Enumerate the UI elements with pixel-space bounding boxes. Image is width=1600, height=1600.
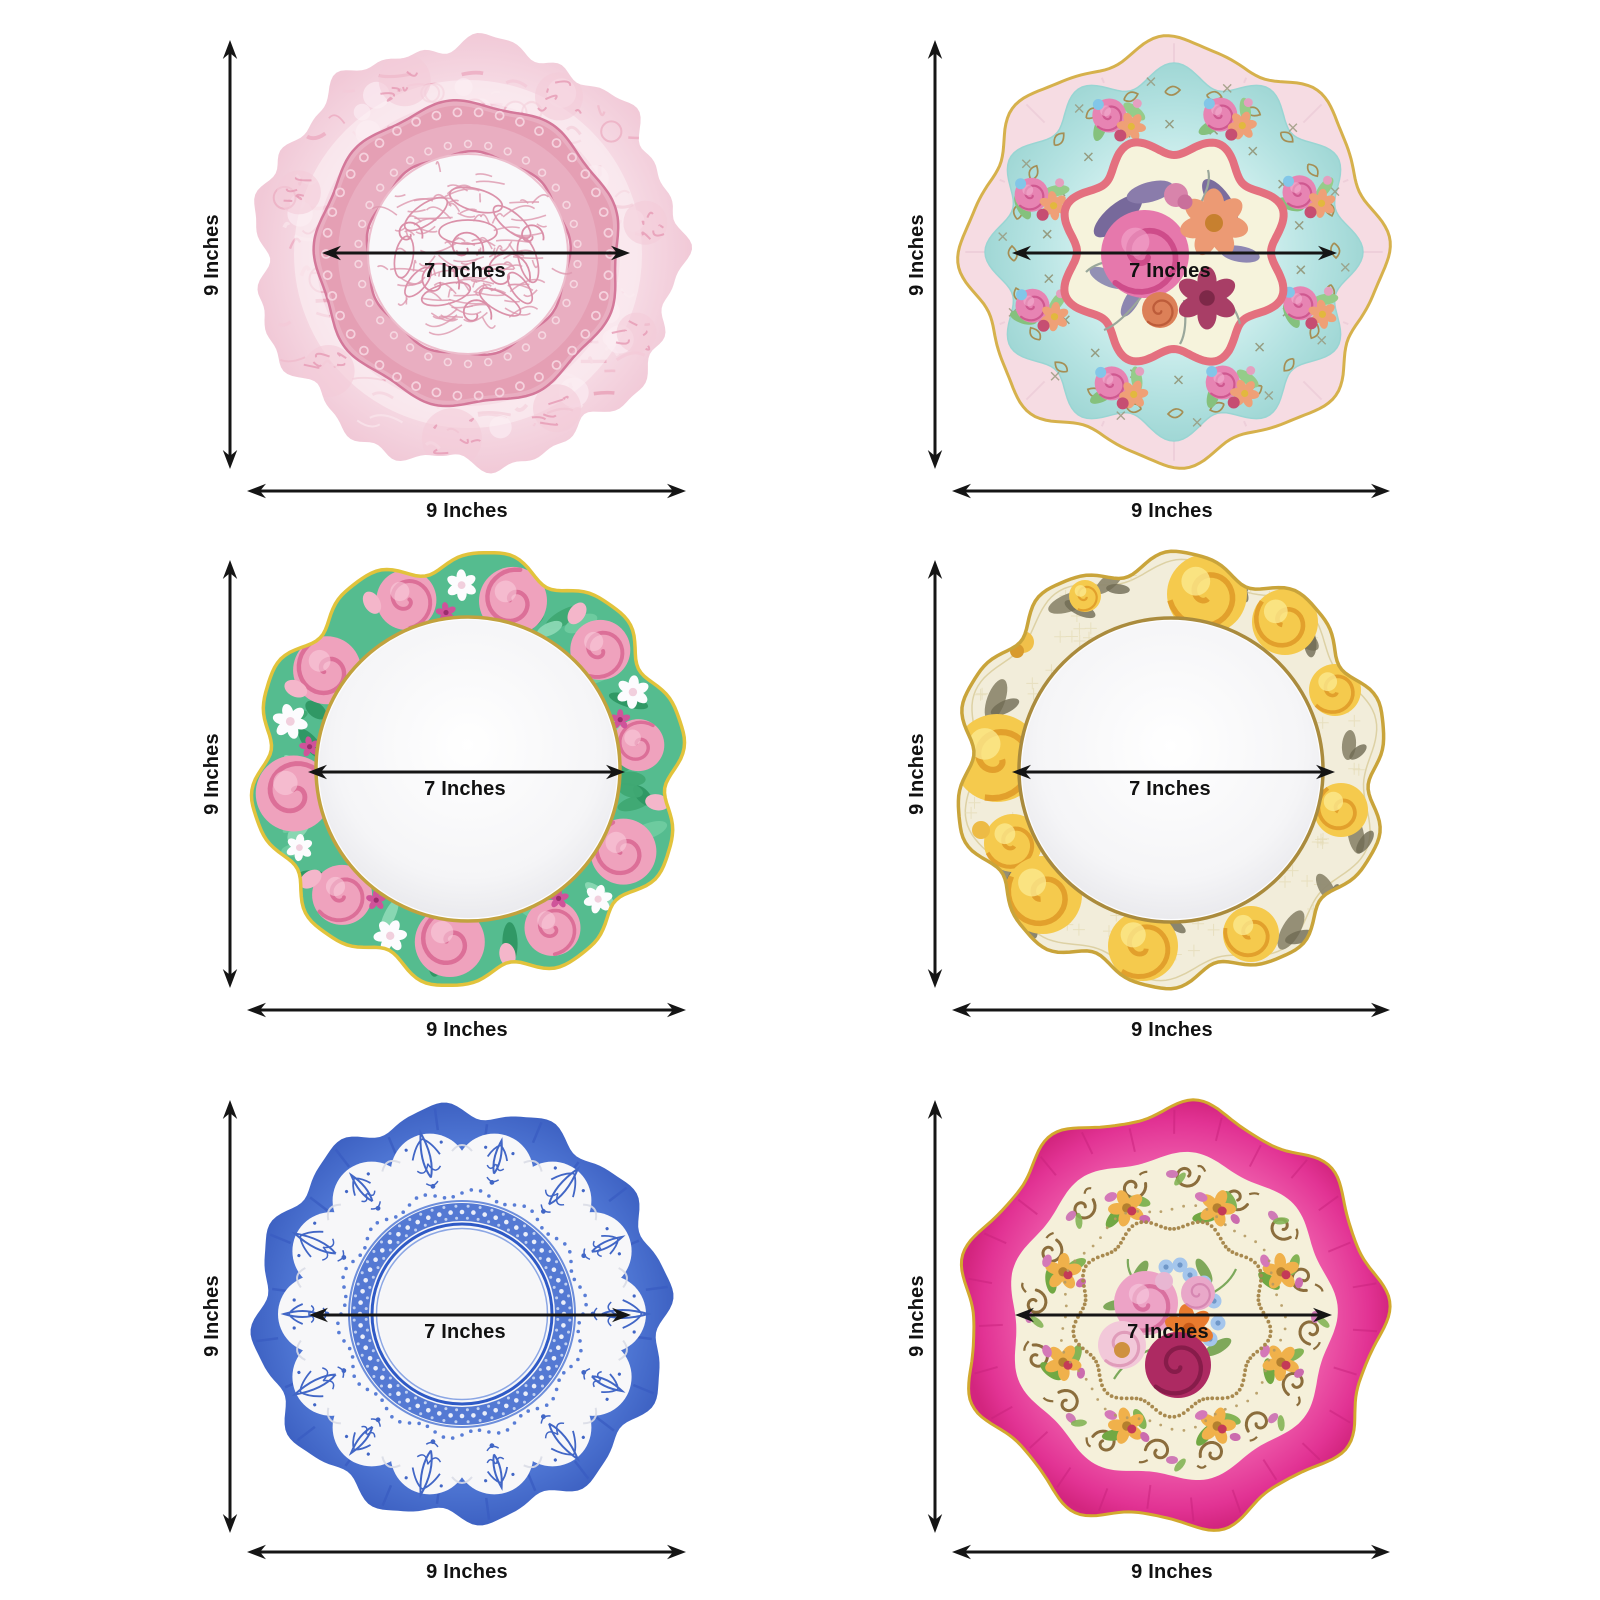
svg-text:9 Inches: 9 Inches [1131,500,1213,522]
svg-text:7 Inches: 7 Inches [1129,260,1211,282]
svg-text:9 Inches: 9 Inches [426,1019,508,1041]
svg-text:9 Inches: 9 Inches [906,1275,928,1357]
svg-text:9 Inches: 9 Inches [201,214,223,296]
svg-text:7 Inches: 7 Inches [1127,1321,1209,1343]
svg-text:7 Inches: 7 Inches [1129,778,1211,800]
svg-text:9 Inches: 9 Inches [906,733,928,815]
svg-text:7 Inches: 7 Inches [424,260,506,282]
svg-text:7 Inches: 7 Inches [424,1321,506,1343]
svg-text:9 Inches: 9 Inches [1131,1561,1213,1583]
svg-text:9 Inches: 9 Inches [201,1275,223,1357]
svg-text:9 Inches: 9 Inches [426,500,508,522]
svg-text:7 Inches: 7 Inches [424,778,506,800]
svg-text:9 Inches: 9 Inches [426,1561,508,1583]
svg-text:9 Inches: 9 Inches [1131,1019,1213,1041]
svg-text:9 Inches: 9 Inches [906,214,928,296]
svg-text:9 Inches: 9 Inches [201,733,223,815]
